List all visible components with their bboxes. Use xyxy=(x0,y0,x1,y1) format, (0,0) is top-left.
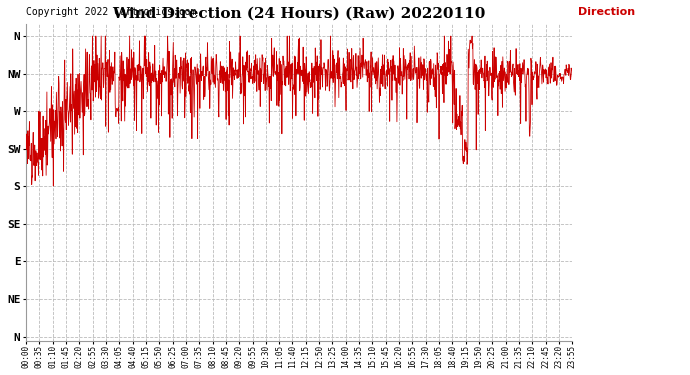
Text: Copyright 2022 Cartronics.com: Copyright 2022 Cartronics.com xyxy=(26,7,197,17)
Text: Direction: Direction xyxy=(578,7,635,17)
Title: Wind Direction (24 Hours) (Raw) 20220110: Wind Direction (24 Hours) (Raw) 20220110 xyxy=(112,7,486,21)
